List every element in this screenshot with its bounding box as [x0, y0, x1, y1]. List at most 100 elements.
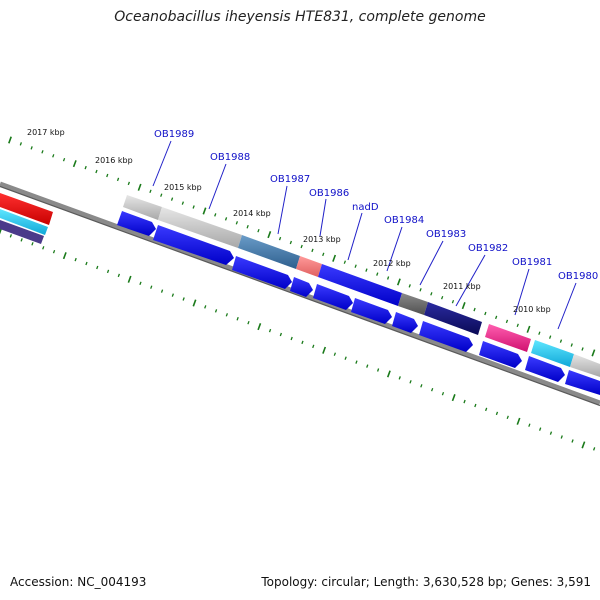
inner-tick-40	[430, 387, 434, 392]
gene-label-ob1981: OB1981	[512, 257, 552, 268]
outer-tick-24	[267, 231, 272, 239]
inner-tick-7	[74, 257, 77, 262]
outer-tick-39	[430, 292, 433, 296]
outer-tick-23	[257, 228, 260, 233]
inner-tick-55	[592, 447, 596, 451]
outer-tick-21	[235, 221, 239, 225]
outer-tick-27	[300, 244, 303, 249]
outer-tick-31	[343, 260, 347, 264]
gene-arrow-ob1984	[351, 298, 392, 324]
feature-red	[0, 193, 53, 225]
outer-tick-45	[494, 315, 498, 320]
outer-tick-35	[386, 276, 390, 280]
feature-nadd	[318, 264, 402, 306]
scale-label-2010: 2010 kbp	[513, 305, 551, 314]
inner-tick-17	[182, 297, 185, 301]
outer-tick-26	[289, 240, 293, 245]
inner-tick-18	[192, 299, 197, 307]
gene-label-ob1984: OB1984	[384, 215, 424, 226]
outer-tick-30	[332, 254, 337, 262]
gene-label-ob1980: OB1980	[558, 271, 598, 282]
outer-tick-44	[484, 311, 487, 316]
inner-tick-5	[52, 249, 56, 254]
outer-tick-15	[170, 197, 174, 201]
outer-tick-38	[419, 288, 422, 292]
outer-tick-25	[278, 236, 282, 241]
outer-tick-10	[116, 177, 120, 182]
outer-tick-40	[440, 295, 444, 300]
outer-tick-11	[127, 181, 131, 186]
inner-tick-16	[171, 293, 175, 297]
scale-label-2013: 2013 kbp	[303, 235, 341, 244]
outer-tick-4	[52, 154, 55, 158]
feature-ob1984	[398, 293, 428, 315]
inner-tick-24	[257, 323, 262, 331]
outer-tick-1	[19, 142, 23, 146]
inner-tick-2	[20, 238, 23, 242]
inner-tick-31	[333, 352, 337, 356]
inner-tick-38	[409, 380, 412, 384]
gene-arrow-ob1988	[153, 225, 234, 265]
inner-tick-0	[0, 228, 2, 235]
connector-ob1980	[557, 282, 577, 330]
outer-tick-46	[505, 319, 509, 324]
gene-label-ob1989: OB1989	[154, 129, 194, 140]
inner-tick-35	[376, 368, 380, 372]
inner-tick-23	[247, 320, 250, 325]
inner-tick-46	[495, 411, 499, 416]
scale-label-2011: 2011 kbp	[443, 282, 481, 291]
outer-tick-53	[581, 347, 584, 351]
inner-tick-47	[506, 415, 509, 420]
gene-label-ob1983: OB1983	[426, 229, 466, 240]
feature-ob1986	[296, 256, 322, 277]
outer-tick-33	[365, 268, 368, 272]
inner-tick-50	[538, 427, 542, 431]
inner-tick-41	[441, 391, 445, 396]
scale-label-2014: 2014 kbp	[233, 209, 271, 218]
inner-tick-11	[117, 273, 121, 278]
outer-tick-8	[95, 169, 98, 174]
inner-tick-4	[42, 246, 45, 250]
feature-ob1983	[424, 302, 482, 335]
inner-tick-36	[386, 370, 391, 378]
inner-tick-12	[127, 275, 132, 283]
inner-tick-33	[355, 360, 358, 364]
accession-text: Accession: NC_004193	[10, 575, 147, 589]
inner-tick-54	[581, 441, 586, 449]
connector-ob1986	[319, 198, 327, 237]
outer-tick-49	[538, 331, 541, 335]
connector-ob1988	[208, 163, 227, 210]
outer-tick-12	[137, 183, 142, 191]
outer-tick-19	[214, 213, 217, 217]
feature-ob1989	[123, 195, 162, 220]
inner-tick-52	[560, 435, 563, 439]
outer-tick-34	[376, 272, 379, 276]
gene-label-ob1988: OB1988	[210, 152, 250, 163]
inner-tick-28	[301, 340, 304, 345]
inner-tick-44	[474, 403, 477, 408]
outer-tick-14	[160, 193, 163, 197]
feature-ob1980	[570, 354, 600, 377]
inner-tick-45	[484, 407, 488, 412]
inner-tick-6	[62, 252, 67, 260]
gene-arrow-nadd	[313, 284, 353, 310]
outer-tick-9	[106, 173, 109, 178]
feature-ob1988	[158, 207, 242, 248]
inner-tick-22	[236, 316, 239, 321]
outer-tick-3	[41, 150, 44, 154]
outer-tick-2	[30, 146, 33, 150]
gene-arrow-ob1980	[565, 370, 600, 395]
outer-tick-50	[548, 335, 552, 339]
inner-tick-30	[322, 346, 327, 354]
outer-tick-29	[322, 252, 325, 257]
inner-tick-37	[398, 376, 401, 380]
connector-ob1981	[514, 268, 530, 316]
inner-tick-8	[85, 261, 88, 266]
connector-ob1982	[455, 254, 486, 307]
gene-arrow-ob1986	[290, 277, 313, 297]
connector-ob1989	[152, 140, 172, 187]
gene-label-ob1987: OB1987	[270, 174, 310, 185]
outer-tick-37	[408, 284, 411, 288]
map-title: Oceanobacillus iheyensis HTE831, complet…	[114, 9, 486, 25]
